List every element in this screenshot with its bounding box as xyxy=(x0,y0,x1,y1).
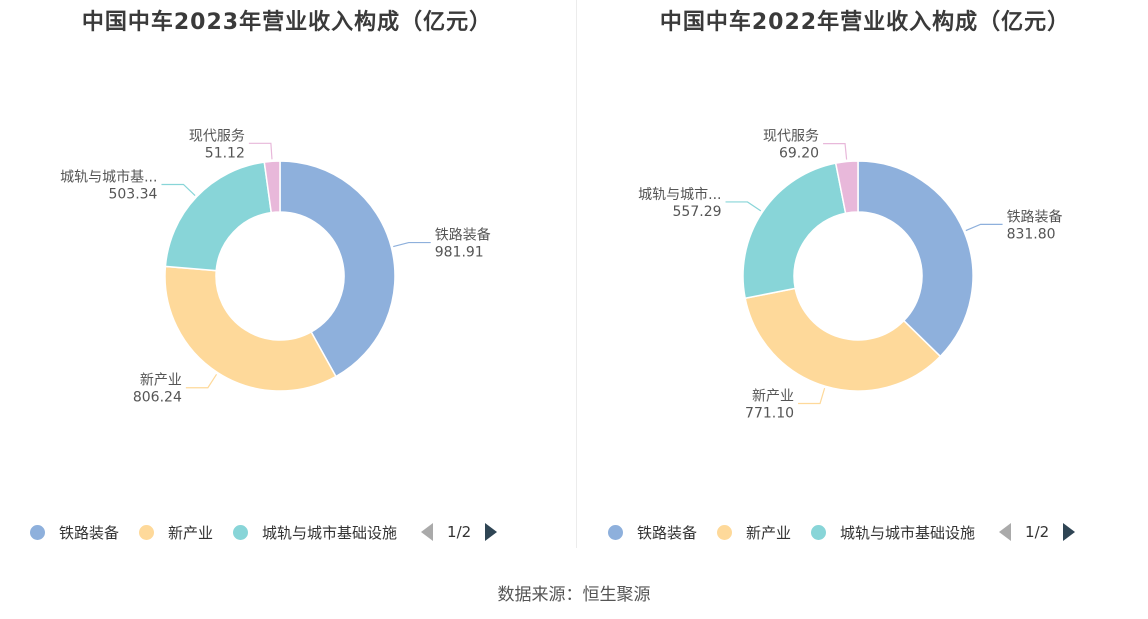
slice-value-label: 503.34 xyxy=(108,187,157,203)
legend-dot-icon xyxy=(717,524,733,540)
label-leader-line xyxy=(185,373,218,389)
label-leader-line xyxy=(725,201,762,212)
legend-item-railway[interactable]: 铁路装备 xyxy=(608,522,697,543)
legend-dot-icon xyxy=(608,524,623,540)
legend-dot-icon xyxy=(30,524,45,540)
label-leader-line xyxy=(248,142,273,160)
legend-item-new-industry[interactable]: 新产业 xyxy=(717,522,791,543)
slice-value-label: 51.12 xyxy=(205,145,245,161)
label-leader-line xyxy=(393,241,431,248)
label-leader-line xyxy=(161,183,196,196)
slice-name-label: 城轨与城市基... xyxy=(60,169,157,186)
data-source: 数据来源：恒生聚源 xyxy=(497,585,651,605)
slice-name-label: 新产业 xyxy=(140,373,182,389)
slice-name-label: 铁路装备 xyxy=(1007,208,1063,225)
slice-value-label: 806.24 xyxy=(133,390,182,406)
pager-next-icon[interactable] xyxy=(485,523,498,541)
donut-slice[interactable] xyxy=(857,160,974,358)
panel-divider xyxy=(576,0,577,548)
legend-label: 铁路装备 xyxy=(637,523,698,542)
legend-pager: 1/2 xyxy=(999,523,1076,541)
legend-pager: 1/2 xyxy=(421,523,498,541)
slice-value-label: 771.10 xyxy=(745,405,794,421)
slice-value-label: 69.20 xyxy=(779,146,819,162)
legend: 铁路装备 新产业 城轨与城市基础设施 1/2 xyxy=(30,520,498,544)
slice-name-label: 新产业 xyxy=(752,388,794,404)
slice-value-label: 557.29 xyxy=(673,204,722,220)
slice-value-label: 981.91 xyxy=(435,245,484,261)
donut-slice[interactable] xyxy=(744,287,942,392)
slice-name-label: 城轨与城市... xyxy=(638,186,721,203)
slice-name-label: 铁路装备 xyxy=(435,227,491,244)
pager-text: 1/2 xyxy=(447,523,472,541)
label-leader-line xyxy=(965,223,1003,232)
legend-item-urban-rail[interactable]: 城轨与城市基础设施 xyxy=(811,522,975,543)
chart-title: 中国中车2023年营业收入构成（亿元） xyxy=(81,10,493,35)
chart-panel-2023: 中国中车2023年营业收入构成（亿元） 铁路装备 981.91 新产业 806.24 城… xyxy=(0,0,574,560)
donut-slice[interactable] xyxy=(164,161,273,272)
legend-dot-icon xyxy=(811,524,827,540)
chart-panel-2022: 中国中车2022年营业收入构成（亿元） 铁路装备 831.80 新产业 771.10 城… xyxy=(578,0,1148,560)
label-leader-line xyxy=(823,143,848,160)
donut-slice[interactable] xyxy=(263,160,281,214)
pager-text: 1/2 xyxy=(1025,523,1050,541)
pager-prev-icon[interactable] xyxy=(999,523,1012,541)
slice-name-label: 现代服务 xyxy=(189,128,245,144)
label-leader-line xyxy=(798,387,826,405)
pager-next-icon[interactable] xyxy=(1063,523,1076,541)
pager-prev-icon[interactable] xyxy=(421,523,434,541)
slice-name-label: 现代服务 xyxy=(763,129,819,145)
legend-label: 城轨与城市基础设施 xyxy=(262,523,398,542)
legend-label: 铁路装备 xyxy=(59,523,120,542)
legend-item-new-industry[interactable]: 新产业 xyxy=(139,522,213,543)
legend-label: 城轨与城市基础设施 xyxy=(840,523,976,542)
donut-slice[interactable] xyxy=(164,265,337,392)
legend: 铁路装备 新产业 城轨与城市基础设施 1/2 xyxy=(608,520,1076,544)
legend-item-railway[interactable]: 铁路装备 xyxy=(30,522,119,543)
legend-dot-icon xyxy=(139,524,155,540)
legend-dot-icon xyxy=(233,524,249,540)
legend-label: 新产业 xyxy=(746,523,792,542)
donut-slice[interactable] xyxy=(742,162,847,300)
donut-slice[interactable] xyxy=(834,160,859,215)
legend-label: 新产业 xyxy=(168,523,214,542)
chart-title: 中国中车2022年营业收入构成（亿元） xyxy=(659,10,1071,35)
slice-value-label: 831.80 xyxy=(1007,226,1056,242)
legend-item-urban-rail[interactable]: 城轨与城市基础设施 xyxy=(233,522,397,543)
donut-slice[interactable] xyxy=(279,160,396,378)
